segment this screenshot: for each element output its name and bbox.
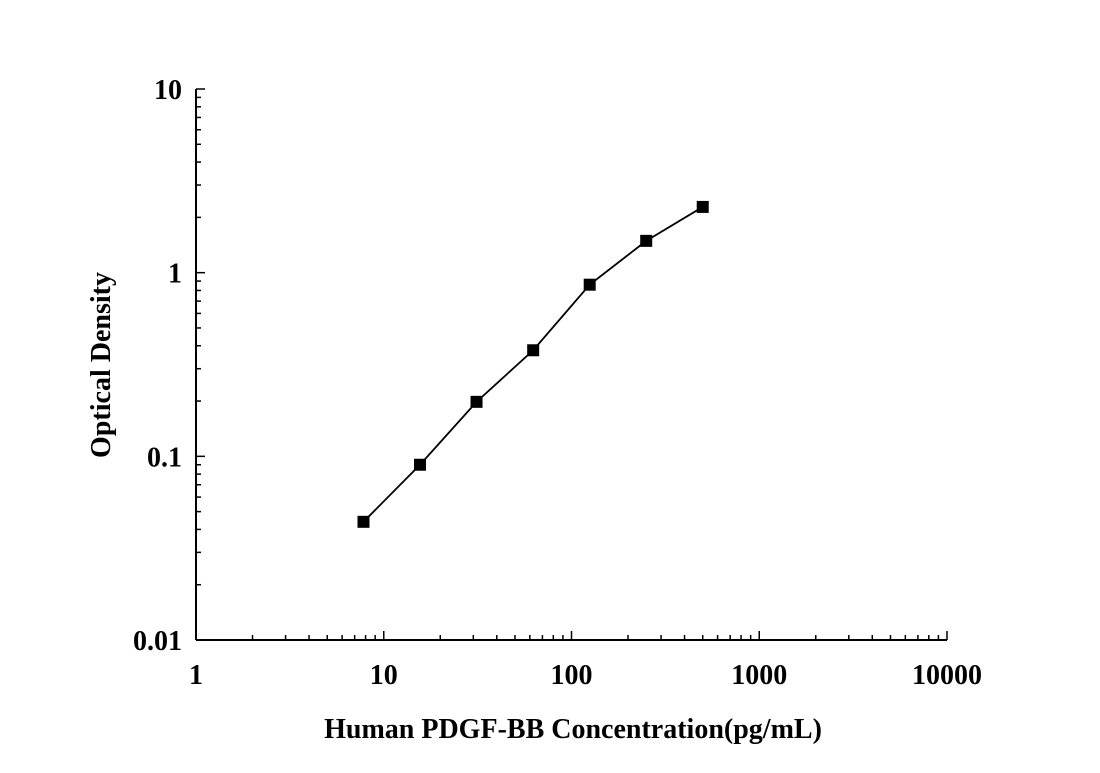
axes-layer: 1 10 100 1000 10000 0.01 0.1 1 10	[133, 75, 982, 691]
y-tick-label: 0.01	[133, 626, 182, 657]
x-tick-label: 1000	[731, 660, 787, 691]
data-point	[696, 200, 709, 213]
data-point	[470, 395, 483, 408]
data-point	[640, 234, 653, 247]
data-layer	[357, 200, 709, 528]
x-tick-label: 100	[551, 660, 593, 691]
x-tick-label: 10000	[912, 660, 982, 691]
data-point	[583, 278, 596, 291]
x-axis-title: Human PDGF-BB Concentration(pg/mL)	[324, 714, 822, 745]
series-line	[362, 206, 704, 523]
data-point	[527, 344, 540, 357]
data-point	[357, 515, 370, 528]
x-tick-label: 1	[189, 660, 203, 691]
data-point	[414, 458, 427, 471]
y-tick-label: 1	[168, 259, 182, 290]
y-tick-label: 0.1	[147, 442, 182, 473]
y-tick-label: 10	[154, 75, 182, 106]
x-tick-label: 10	[370, 660, 398, 691]
y-axis-title: Optical Density	[86, 272, 117, 458]
